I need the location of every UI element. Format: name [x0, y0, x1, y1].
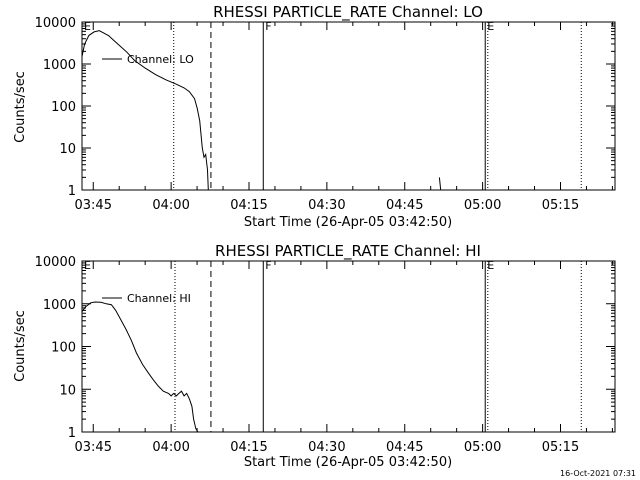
panel-lo-ytick-label: 100 — [51, 100, 76, 115]
footer-timestamp: 16-Oct-2021 07:31 — [560, 469, 636, 478]
panel-hi-series — [81, 301, 199, 433]
panel-hi-marker-label: E — [487, 259, 494, 272]
panel-hi-ytick-label: 100 — [51, 341, 76, 356]
panel-hi-xtick-label: 04:30 — [308, 440, 345, 455]
panel-hi-series-line — [81, 301, 199, 433]
panel-lo-xtick-label: 04:00 — [152, 198, 189, 213]
panel-lo-marker-label: E — [84, 20, 91, 33]
panel-hi-axes: 03:45 04:00 04:15 04:30 04:45 05:00 05:15 1 10 10… — [35, 255, 615, 455]
panel-lo-marker-label: F — [265, 20, 271, 33]
panel-hi-ytick-label: 10000 — [35, 255, 76, 270]
panel-lo-series-line — [438, 177, 442, 191]
panel-lo-xlabel: Start Time (26-Apr-05 03:42:50) — [244, 215, 452, 230]
panel-hi-marker-label: F — [265, 259, 271, 272]
panel-hi-xtick-label: 05:15 — [542, 440, 579, 455]
panel-hi-xtick-label: 03:45 — [75, 440, 112, 455]
panel-hi-xtick-label: 04:45 — [386, 440, 423, 455]
panel-lo-xtick-label: 04:45 — [386, 198, 423, 213]
panel-lo-frame — [81, 21, 616, 191]
panel-hi-frame — [81, 260, 616, 433]
panel-lo-xtick-label: 04:15 — [230, 198, 267, 213]
panel-lo-xtick-label: 05:15 — [542, 198, 579, 213]
panel-hi-marker-label: E — [84, 259, 91, 272]
panel-hi-xlabel: Start Time (26-Apr-05 03:42:50) — [244, 455, 452, 470]
panel-lo: RHESSI PARTICLE_RATE Channel: LO Counts/… — [13, 3, 616, 230]
panel-hi-ytick-label: 10 — [59, 383, 76, 398]
panel-hi: RHESSI PARTICLE_RATE Channel: HI Counts/… — [13, 242, 616, 470]
panel-lo-ytick-label: 10000 — [35, 16, 76, 31]
panel-hi-xtick-label: 04:15 — [230, 440, 267, 455]
panel-hi-ylabel: Counts/sec — [13, 310, 28, 382]
panel-lo-marker-label: E — [487, 20, 494, 33]
panel-hi-ytick-label: 1000 — [43, 298, 76, 313]
panel-hi-xtick-label: 04:00 — [152, 440, 189, 455]
panel-lo-axes: 03:45 04:00 04:15 04:30 04:45 05:00 05:15 1 10 10… — [35, 16, 615, 213]
panel-lo-xtick-label: 05:00 — [464, 198, 501, 213]
panel-hi-ytick-label: 1 — [68, 426, 76, 441]
panel-lo-ytick-label: 1000 — [43, 58, 76, 73]
panel-hi-xtick-label: 05:00 — [464, 440, 501, 455]
panel-hi-title: RHESSI PARTICLE_RATE Channel: HI — [215, 242, 481, 261]
panel-lo-ylabel: Counts/sec — [13, 71, 28, 143]
panel-lo-series-line — [81, 30, 209, 191]
panel-lo-title: RHESSI PARTICLE_RATE Channel: LO — [213, 3, 483, 22]
panel-lo-series — [81, 30, 442, 191]
panel-hi-legend-label: Channel: HI — [127, 292, 191, 305]
panel-lo-xtick-label: 03:45 — [75, 198, 112, 213]
panel-lo-xtick-label: 04:30 — [308, 198, 345, 213]
panel-lo-legend-label: Channel: LO — [127, 53, 194, 66]
panel-lo-ytick-label: 1 — [68, 184, 76, 199]
panel-lo-ytick-label: 10 — [59, 142, 76, 157]
